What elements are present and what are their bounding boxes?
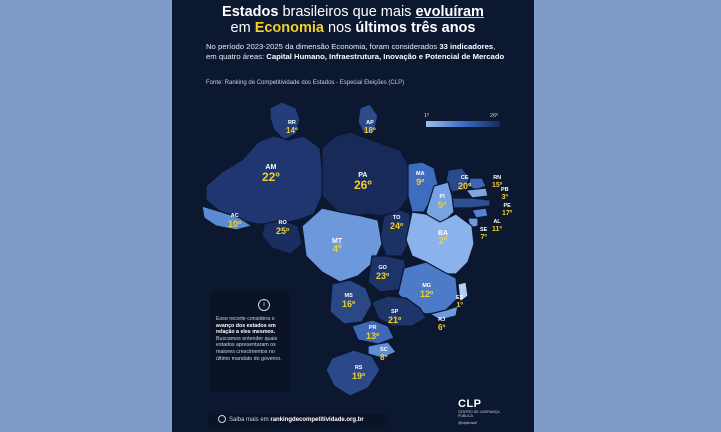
title-highlight: evoluíram [415,4,484,20]
state-shape-rj[interactable] [429,305,459,321]
description: No período 2023-2025 da dimensão Economi… [206,42,505,61]
state-label-to: TO 24º [390,215,404,231]
state-shape-pb[interactable] [465,187,489,199]
title-highlight: Economia [254,20,324,36]
info-box: i Esse recorte considera o avanço dos es… [210,292,290,392]
brazil-map [201,101,491,397]
state-shape-pe[interactable] [447,197,491,209]
state-label-ce: CE 20º [458,175,472,191]
state-shape-sc[interactable] [367,341,397,359]
state-label-sc: SC 8º [380,347,388,362]
infographic-poster: Estados brasileiros que mais evoluíram e… [172,0,534,432]
state-shape-ac[interactable] [201,205,253,231]
state-label-ba: BA 2º [438,230,449,247]
left-backdrop [0,0,172,432]
state-shape-sp[interactable] [371,295,427,327]
state-label-am: AM 22º [262,164,280,184]
state-label-pr: PR 13º [366,325,380,341]
info-text: Esse recorte considera o avanço dos esta… [216,316,282,362]
state-label-rn: RN 15º [492,175,503,189]
title-part: últimos três anos [355,20,476,36]
state-shape-pr[interactable] [351,319,395,345]
info-icon: i [258,299,270,311]
logo-handle: @clpbrasil [458,420,477,425]
state-label-rs: RS 19º [352,365,366,381]
state-label-pe: PE 17º [502,203,513,217]
legend-max-label: 26º [490,113,499,119]
logo-subtitle: CENTRO DE LIDERANÇA PÚBLICA [458,410,500,418]
state-shape-ba[interactable] [405,211,475,275]
legend-min-label: 1º [424,113,430,119]
state-shape-rr[interactable] [269,101,301,141]
state-shape-ms[interactable] [329,279,373,325]
state-shape-al[interactable] [471,207,489,219]
state-label-ro: RO 25º [276,220,290,236]
state-label-se: SE 7º [480,227,488,241]
state-shape-mt[interactable] [301,207,383,283]
footer-url[interactable]: rankingdecompetitividade.org.br [270,417,364,423]
state-label-sp: SP 21º [388,309,402,325]
state-shape-ro[interactable] [261,219,303,255]
state-shape-ap[interactable] [357,103,379,135]
state-label-ma: MA 9º [416,171,425,187]
source-note: Fonte: Ranking de Competitividade dos Es… [206,80,405,86]
infographic-title: Estados brasileiros que mais evoluíram e… [172,4,534,36]
legend-color-bar [426,121,500,127]
state-label-ap: AP 18º [364,120,376,135]
state-label-mt: MT 4º [332,238,343,255]
clp-logo: CLP CENTRO DE LIDERANÇA PÚBLICA @clpbras… [458,398,514,425]
state-label-rr: RR 14º [286,120,298,135]
title-part: em [230,20,255,36]
state-label-ac: AC 10º [228,213,242,229]
right-backdrop [534,0,721,432]
footer-link[interactable]: Saiba mais em rankingdecompetitividade.o… [208,414,388,427]
title-part: nos [323,20,356,36]
logo-name: CLP [458,398,482,410]
state-shape-rs[interactable] [325,349,381,397]
title-part: Estados [222,4,283,20]
title-part: brasileiros que mais [282,4,416,20]
state-label-al: AL 11º [492,219,502,233]
state-label-rj: RJ 6º [438,317,446,332]
state-label-pa: PA 26º [354,172,372,192]
state-shape-es[interactable] [457,281,469,303]
state-label-es: ES 1º [456,295,464,309]
state-label-mg: MG 12º [420,283,434,299]
state-label-pi: PI 5º [438,194,447,210]
state-label-ms: MS 16º [342,293,356,309]
state-label-go: GO 23º [376,265,390,281]
globe-icon [218,415,226,424]
state-label-pb: PB 3º [501,187,509,201]
